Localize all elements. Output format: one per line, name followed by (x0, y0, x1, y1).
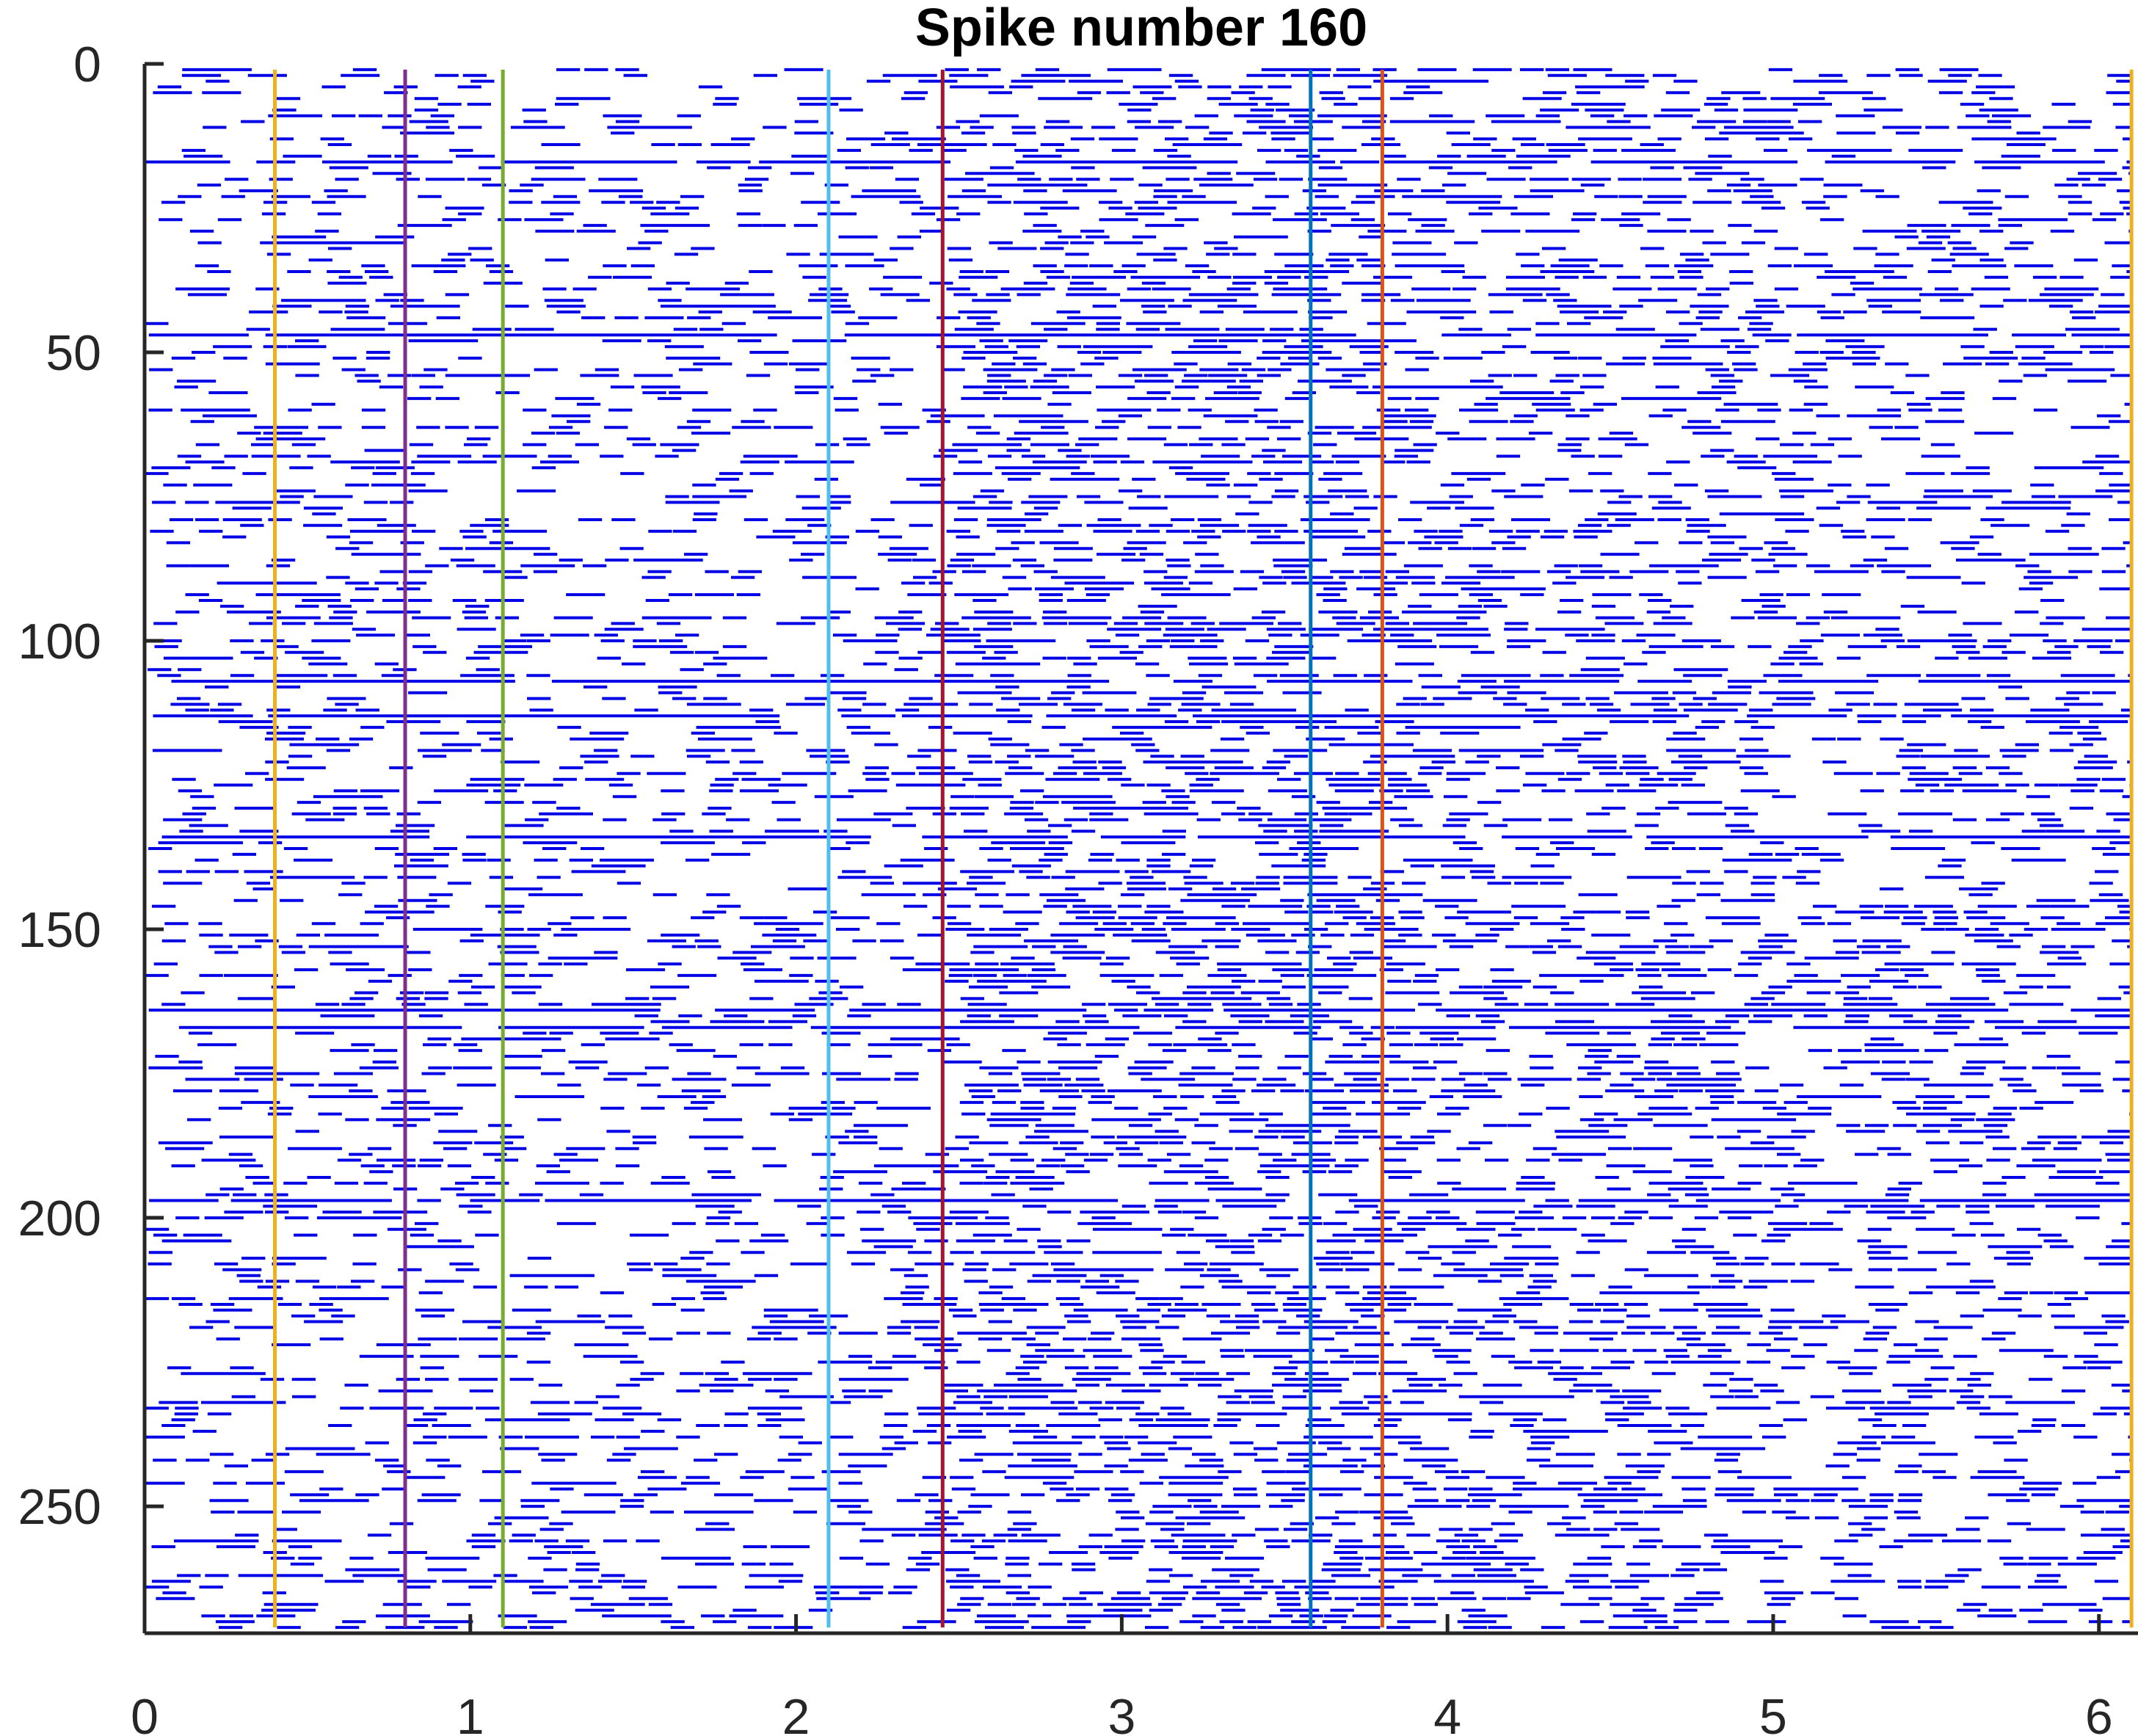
x-tick-label-5: 5 (1759, 1689, 1787, 1736)
x-tick-label-2: 2 (782, 1689, 810, 1736)
x-tick-label-4: 4 (1433, 1689, 1461, 1736)
chart-title: Spike number 160 (915, 0, 1367, 57)
y-tick-label-50: 50 (46, 325, 101, 381)
spike-raster (145, 68, 2132, 1635)
y-tick-label-0: 0 (73, 37, 101, 92)
x-tick-label-6: 6 (2085, 1689, 2113, 1736)
y-tick-label-200: 200 (18, 1191, 101, 1246)
axes: 0 1 2 3 4 5 6 0 50 100 150 200 250 (18, 37, 2138, 1736)
x-tick-label-0: 0 (131, 1689, 159, 1736)
y-tick-label-150: 150 (18, 902, 101, 958)
x-tick-label-1: 1 (457, 1689, 484, 1736)
y-tick-label-250: 250 (18, 1479, 101, 1535)
y-tick-label-100: 100 (18, 614, 101, 669)
x-tick-label-3: 3 (1108, 1689, 1135, 1736)
